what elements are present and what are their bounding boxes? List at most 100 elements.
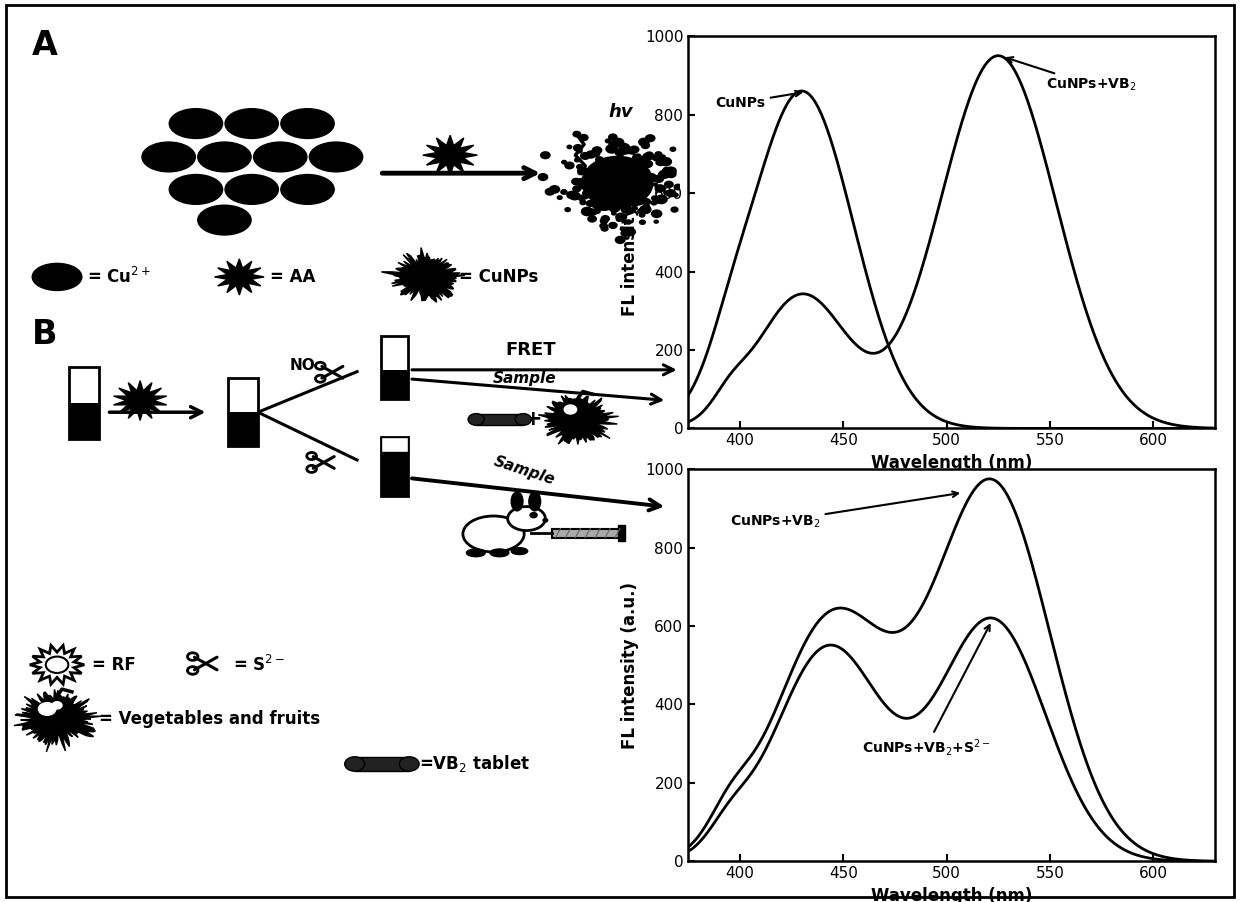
Circle shape xyxy=(590,192,594,195)
Text: = RF: = RF xyxy=(92,656,135,674)
Circle shape xyxy=(560,189,567,194)
Polygon shape xyxy=(215,259,264,295)
Circle shape xyxy=(616,169,627,177)
Circle shape xyxy=(609,148,615,152)
Circle shape xyxy=(644,189,651,194)
Polygon shape xyxy=(14,689,103,752)
Ellipse shape xyxy=(169,174,223,205)
Circle shape xyxy=(605,160,610,163)
Circle shape xyxy=(619,162,629,170)
Ellipse shape xyxy=(280,108,335,138)
Circle shape xyxy=(630,146,639,152)
Circle shape xyxy=(595,188,600,190)
Circle shape xyxy=(600,223,608,228)
Circle shape xyxy=(666,189,676,197)
Circle shape xyxy=(613,189,622,197)
Bar xyxy=(69,367,99,439)
Circle shape xyxy=(578,196,585,200)
Circle shape xyxy=(599,172,610,180)
Circle shape xyxy=(614,193,620,198)
Circle shape xyxy=(640,213,645,217)
Circle shape xyxy=(603,171,609,176)
Circle shape xyxy=(658,172,663,176)
Circle shape xyxy=(640,206,651,214)
Ellipse shape xyxy=(198,142,250,171)
Circle shape xyxy=(603,186,609,191)
Circle shape xyxy=(577,165,583,169)
Circle shape xyxy=(651,177,657,181)
Circle shape xyxy=(605,139,610,143)
Circle shape xyxy=(660,155,666,160)
Circle shape xyxy=(598,197,606,202)
Circle shape xyxy=(601,207,606,210)
Circle shape xyxy=(591,171,598,176)
Bar xyxy=(618,525,625,541)
Ellipse shape xyxy=(226,108,279,138)
Circle shape xyxy=(578,179,585,185)
Text: CuNPs+VB$_2$: CuNPs+VB$_2$ xyxy=(729,492,959,530)
Circle shape xyxy=(619,198,624,200)
Circle shape xyxy=(639,138,649,146)
Bar xyxy=(69,403,99,439)
Text: = Cu$^{2+}$: = Cu$^{2+}$ xyxy=(87,267,151,287)
Circle shape xyxy=(619,194,626,199)
Circle shape xyxy=(557,196,562,199)
Ellipse shape xyxy=(516,413,532,426)
Text: A: A xyxy=(32,29,58,62)
Bar xyxy=(552,529,620,538)
Circle shape xyxy=(610,157,620,164)
Circle shape xyxy=(615,149,625,156)
Ellipse shape xyxy=(32,263,82,290)
Text: = CuNPs: = CuNPs xyxy=(459,268,538,286)
Circle shape xyxy=(636,160,645,166)
Text: +: + xyxy=(523,410,543,429)
Circle shape xyxy=(593,147,601,153)
Ellipse shape xyxy=(345,757,365,771)
Circle shape xyxy=(579,134,588,141)
Circle shape xyxy=(543,519,548,522)
Circle shape xyxy=(613,165,622,172)
Circle shape xyxy=(546,189,554,195)
Circle shape xyxy=(611,202,621,209)
Circle shape xyxy=(666,167,676,175)
Circle shape xyxy=(603,163,609,168)
Circle shape xyxy=(582,156,653,208)
Bar xyxy=(228,412,258,446)
Circle shape xyxy=(567,145,572,149)
Circle shape xyxy=(632,154,641,161)
Ellipse shape xyxy=(469,413,485,426)
Circle shape xyxy=(596,171,604,177)
Circle shape xyxy=(608,189,615,195)
Circle shape xyxy=(639,178,644,181)
Circle shape xyxy=(651,210,662,217)
Circle shape xyxy=(640,190,645,195)
Circle shape xyxy=(574,158,579,161)
Circle shape xyxy=(615,236,625,244)
Circle shape xyxy=(662,168,671,173)
Circle shape xyxy=(577,149,582,152)
Circle shape xyxy=(631,200,639,206)
Circle shape xyxy=(634,198,644,205)
Circle shape xyxy=(671,207,678,212)
Circle shape xyxy=(635,176,641,180)
Bar xyxy=(355,757,409,771)
Circle shape xyxy=(593,171,598,174)
Circle shape xyxy=(618,172,622,176)
Circle shape xyxy=(613,138,624,146)
Circle shape xyxy=(599,177,606,182)
Circle shape xyxy=(610,170,616,174)
Circle shape xyxy=(620,181,631,189)
Circle shape xyxy=(583,191,588,195)
Circle shape xyxy=(642,198,651,205)
Circle shape xyxy=(608,181,615,187)
X-axis label: Wavelength (nm): Wavelength (nm) xyxy=(870,454,1033,472)
Circle shape xyxy=(549,186,559,193)
Text: CuNPs+VB$_2$: CuNPs+VB$_2$ xyxy=(1007,57,1136,93)
Circle shape xyxy=(609,141,616,147)
Circle shape xyxy=(621,177,627,181)
Y-axis label: FL intensity (a.u.): FL intensity (a.u.) xyxy=(621,149,640,316)
Ellipse shape xyxy=(399,757,419,771)
Circle shape xyxy=(605,190,614,198)
Circle shape xyxy=(593,208,600,214)
Circle shape xyxy=(529,512,537,518)
